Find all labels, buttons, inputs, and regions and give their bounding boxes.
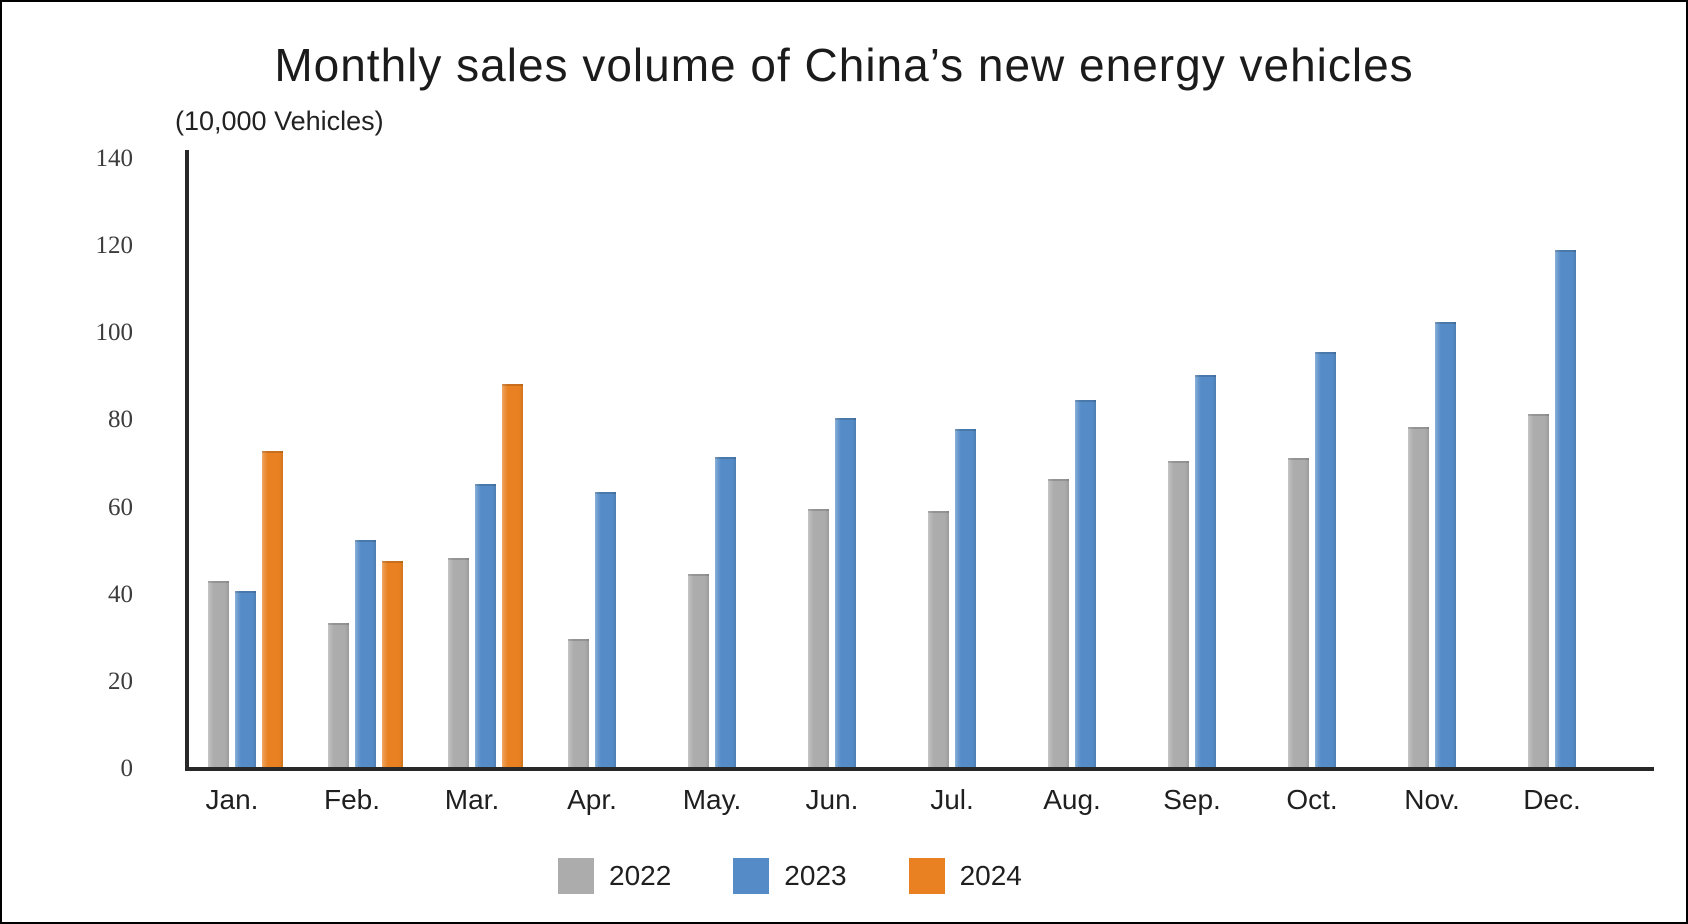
y-axis-line (185, 150, 189, 771)
x-label-oct: Oct. (1286, 784, 1338, 815)
bar-2022-mar (448, 558, 469, 769)
legend-item-2023: 2023 (733, 858, 847, 894)
bar-2023-oct (1315, 352, 1336, 769)
x-label-dec: Dec. (1523, 784, 1581, 815)
x-label-mar: Mar. (444, 784, 500, 815)
bar-2023-jul (955, 429, 976, 769)
bar-2022-may (688, 574, 709, 769)
bar-2022-jan (208, 581, 229, 769)
x-label-sep: Sep. (1163, 784, 1221, 815)
bar-2023-sep (1195, 375, 1216, 769)
bar-2023-may (715, 456, 736, 769)
y-tick-40: 40 (108, 580, 133, 608)
x-label-jun: Jun. (805, 784, 859, 815)
bar-2023-feb (355, 540, 376, 769)
x-label-feb: Feb. (323, 784, 381, 815)
y-tick-140: 140 (95, 145, 134, 172)
legend-item-2024: 2024 (908, 858, 1022, 894)
legend: 2022 2023 2024 (558, 858, 1022, 894)
y-tick-80: 80 (108, 406, 133, 434)
legend-label-2024: 2024 (959, 860, 1022, 891)
y-axis-unit-label: (10,000 Vehicles) (175, 106, 384, 136)
legend-swatch-2023 (733, 858, 770, 894)
y-tick-0: 0 (120, 755, 134, 782)
x-label-jan: Jan. (205, 784, 259, 815)
x-axis-line (185, 767, 1654, 771)
x-label-aug: Aug. (1043, 784, 1101, 815)
legend-item-2022: 2022 (558, 858, 671, 894)
legend-label-2023: 2023 (784, 860, 847, 891)
bar-2022-dec (1528, 414, 1549, 769)
y-tick-100: 100 (95, 319, 134, 347)
bar-2023-nov (1435, 321, 1456, 769)
bar-2022-apr (568, 638, 589, 769)
bar-2022-sep (1168, 460, 1189, 769)
y-tick-120: 120 (95, 232, 134, 260)
x-label-may: May. (682, 784, 742, 815)
bar-2024-feb (382, 561, 403, 769)
bar-2022-feb (328, 623, 349, 769)
y-tick-60: 60 (108, 493, 133, 521)
bar-2022-jun (808, 509, 829, 769)
bar-2023-aug (1075, 400, 1096, 769)
y-tick-20: 20 (108, 667, 133, 695)
bar-2024-mar (502, 384, 523, 769)
legend-label-2022: 2022 (609, 860, 672, 891)
x-label-apr: Apr. (567, 784, 617, 815)
bar-2022-aug (1048, 478, 1069, 769)
bar-2023-jun (835, 417, 856, 769)
bar-2022-nov (1408, 426, 1429, 769)
x-label-jul: Jul. (930, 784, 974, 815)
bar-2023-mar (475, 484, 496, 769)
legend-swatch-2022 (558, 858, 594, 894)
bar-2023-dec (1555, 250, 1576, 769)
bar-2024-jan (262, 451, 283, 769)
legend-swatch-2024 (908, 858, 945, 894)
bar-2022-oct (1288, 457, 1309, 769)
bar-2023-apr (595, 491, 616, 769)
x-label-nov: Nov. (1404, 784, 1460, 815)
bar-2023-jan (235, 591, 256, 769)
chart-title: Monthly sales volume of China’s new ener… (274, 39, 1414, 91)
bar-2022-jul (928, 510, 949, 769)
